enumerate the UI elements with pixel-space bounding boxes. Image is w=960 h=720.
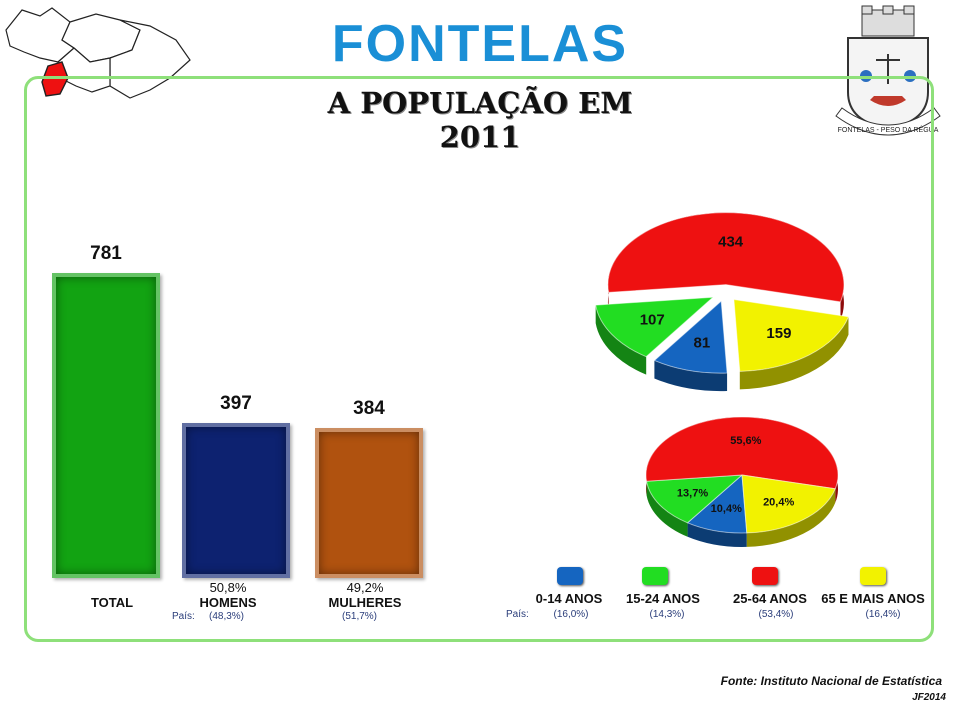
- page-subtitle: A POPULAÇÃO EM 2011: [300, 86, 660, 154]
- pie2-slice-15-24: [645, 474, 744, 524]
- pie2-slice-side: [646, 481, 688, 537]
- pie1-slice-65-plus: [733, 298, 850, 372]
- pie2-slice-side: [746, 488, 836, 547]
- pais-label: País:: [506, 609, 529, 620]
- pie1-slice-label: 81: [694, 335, 711, 352]
- coat-of-arms: FONTELAS - PESO DA RÉGUA: [835, 5, 941, 136]
- legend-pais-value: (16,4%): [865, 609, 901, 620]
- legend-swatch-15-24: [642, 567, 668, 585]
- pie2-slice-25-64: [645, 416, 839, 490]
- legend-label: 0-14 ANOS: [535, 591, 603, 606]
- age-percent-pie-chart: 10,4%13,7% 55,6% 20,4%: [645, 416, 839, 547]
- pie1-slice-15-24: [595, 296, 715, 358]
- legend-label: 65 E MAIS ANOS: [821, 591, 925, 606]
- pie2-slice-label: 55,6%: [730, 435, 761, 447]
- legend-swatch-25-64: [752, 567, 778, 585]
- homens-share: 50,8%: [209, 580, 247, 595]
- crest-text: FONTELAS - PESO DA RÉGUA: [838, 125, 939, 134]
- legend-swatch-65: [860, 567, 886, 585]
- bar-value-label: 397: [220, 393, 252, 415]
- legend-pais-value: (16,0%): [553, 609, 589, 620]
- content-frame: [24, 76, 934, 642]
- pie2-slice-label: 13,7%: [677, 487, 708, 499]
- legend-pais-value: (14,3%): [649, 609, 685, 620]
- pie1-slice-side: [739, 316, 849, 390]
- credit-note: JF2014: [912, 692, 946, 703]
- age-count-pie-chart: 81 107 434 159: [595, 212, 850, 392]
- pie1-slice-25-64: [607, 212, 845, 303]
- pie1-slice-side: [654, 360, 728, 392]
- pie2-slice-side: [687, 522, 747, 547]
- bar-mulheres: [315, 428, 423, 578]
- bar-value-label: 781: [90, 243, 122, 265]
- bar-total: [52, 273, 160, 578]
- legend-pais-value: (53,4%): [758, 609, 794, 620]
- fontelas-region: [41, 61, 69, 97]
- legend-label: 15-24 ANOS: [626, 591, 700, 606]
- pie1-slice-label: 107: [640, 311, 665, 328]
- bar-value-label: 384: [353, 398, 385, 420]
- mulheres-pais-value: (51,7%): [342, 611, 378, 622]
- pie1-slice-side: [595, 305, 647, 375]
- pie2-slice-label: 10,4%: [711, 503, 742, 515]
- category-label-mulheres: MULHERES: [328, 595, 402, 610]
- pie2-slice-65-plus: [741, 474, 836, 534]
- page-title: FONTELAS: [331, 15, 629, 73]
- homens-pais-value: (48,3%): [209, 611, 245, 622]
- pais-label: País:: [172, 611, 195, 622]
- source-note: Fonte: Instituto Nacional de Estatística: [720, 674, 942, 688]
- pie2-slice-label: 20,4%: [763, 497, 794, 509]
- pie1-slice-label: 159: [766, 325, 791, 342]
- mulheres-share: 49,2%: [346, 580, 384, 595]
- legend-label: 25-64 ANOS: [733, 591, 807, 606]
- pie1-slice-label: 434: [718, 234, 744, 251]
- legend-swatch-0-14: [557, 567, 583, 585]
- pie1-slice-0-14: [653, 300, 728, 374]
- bar-homens: [182, 423, 290, 578]
- category-label-total: TOTAL: [90, 595, 134, 610]
- category-label-homens: HOMENS: [199, 595, 257, 610]
